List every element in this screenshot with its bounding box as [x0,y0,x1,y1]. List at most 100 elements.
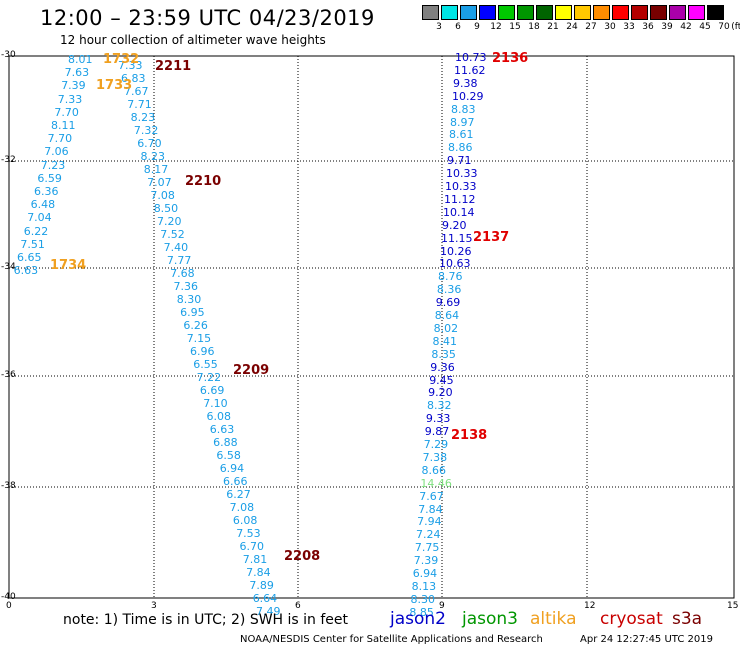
wave-height-value: 9.71 [447,154,472,168]
x-axis-label: 0 [6,601,12,611]
wave-height-value: 9.20 [428,386,453,400]
wave-height-value: 6.48 [30,198,56,212]
wave-height-value: 8.32 [427,399,452,413]
scale-label: 39 [661,22,673,32]
wave-height-value: 10.33 [446,167,478,181]
wave-height-value: 7.70 [47,132,73,146]
wave-height-value: 8.11 [51,119,76,132]
wave-height-value: 7.71 [127,98,152,111]
wave-height-value: 6.96 [190,345,215,358]
wave-height-value: 7.29 [423,438,449,451]
wave-height-value: 10.29 [452,89,484,103]
scale-label: 21 [547,22,559,32]
y-axis-label: -40 [1,592,16,602]
wave-height-value: 7.84 [418,502,443,516]
wave-height-value: 7.22 [196,371,222,384]
scale-swatch [460,5,477,20]
wave-height-value: 7.67 [124,85,149,98]
wave-height-value: 10.26 [440,244,472,258]
x-axis-label: 6 [295,601,301,611]
scale-swatch [688,5,705,20]
note-text: note: 1) Time is in UTC; 2) SWH is in fe… [63,612,349,628]
scale-swatch [422,5,439,20]
scale-swatch [555,5,572,20]
wave-height-value: 8.64 [434,309,460,322]
wave-height-value: 8.30 [176,293,202,306]
scale-label: 27 [585,22,597,32]
wave-height-value: 9.45 [429,373,454,387]
wave-height-value: 7.75 [414,541,440,555]
wave-height-value: 8.66 [421,463,447,477]
wave-height-value: 8.61 [449,128,474,142]
page-subtitle: 12 hour collection of altimeter wave hei… [60,33,326,47]
wave-height-value: 7.89 [249,579,274,592]
scale-label: 12 [490,22,502,32]
y-axis-label: -34 [1,262,16,272]
satellite-legend-cryosat: cryosat [600,609,663,629]
timestamp-text: Apr 24 12:27:45 UTC 2019 [580,634,713,645]
wave-height-value: 7.39 [413,554,439,568]
scale-label: 33 [623,22,635,32]
wave-height-value: 10.73 [455,51,487,64]
wave-height-value: 8.85 [409,605,434,619]
wave-height-value: 6.88 [213,436,238,449]
pass-label: 2209 [233,363,270,378]
scale-swatch [593,5,610,20]
wave-height-value: 9.69 [435,296,461,310]
wave-height-value: 8.23 [130,111,156,124]
wave-height-value: 6.64 [252,592,278,605]
wave-height-value: 6.59 [37,171,62,185]
wave-height-value: 7.32 [133,124,159,137]
x-axis-label: 3 [151,601,157,611]
wave-height-value: 6.65 [17,251,42,264]
wave-height-value: 8.83 [451,102,476,116]
scale-swatch [631,5,648,20]
wave-height-value: 7.39 [61,79,86,93]
scale-label: 45 [699,22,711,32]
scale-swatch [612,5,629,20]
wave-height-value: 6.69 [199,384,225,397]
wave-height-value: 8.76 [438,270,463,284]
wave-height-value: 11.12 [444,192,476,206]
wave-height-value: 8.30 [410,592,436,606]
wave-height-value: 6.55 [193,358,218,371]
wave-height-value: 6.08 [232,514,258,527]
wave-height-value: 7.24 [416,528,441,542]
wave-height-value: 10.14 [443,205,475,219]
wave-height-value: 6.70 [239,540,265,553]
wave-height-value: 7.68 [170,267,195,280]
wave-height-value: 7.07 [147,176,172,189]
scale-label: 24 [566,22,578,32]
wave-height-value: 6.94 [219,462,245,475]
scale-swatch [498,5,515,20]
scale-label: 3 [436,22,442,32]
wave-height-value: 8.01 [68,53,93,66]
pass-label: 2136 [492,51,529,66]
wave-height-value: 9.38 [453,76,478,90]
scale-label: 15 [509,22,521,32]
wave-height-value: 7.84 [246,566,271,579]
wave-height-value: 8.97 [450,115,475,129]
y-axis-label: -38 [1,481,16,491]
y-axis-label: -30 [1,50,16,60]
pass-label: 2211 [155,59,192,74]
wave-height-value: 7.36 [173,280,199,293]
scale-swatch [574,5,591,20]
satellite-legend-altika: altika [530,609,577,629]
wave-height-value: 9.20 [442,218,467,232]
wave-height-value: 8.35 [431,347,456,361]
satellite-legend-jason3: jason3 [462,609,518,629]
pass-label: 1733 [96,78,133,93]
wave-height-value: 6.58 [216,449,241,462]
wave-height-value: 8.13 [411,579,437,593]
wave-height-value: 7.08 [150,189,175,202]
wave-height-value: 6.08 [206,410,232,423]
x-axis-label: 12 [584,601,596,611]
map-frame [8,55,735,599]
pass-label: 1734 [50,258,87,273]
satellite-legend-jason2: jason2 [390,609,446,629]
satellite-legend-s3a: s3a [672,609,703,629]
pass-label: 1732 [103,52,140,67]
wave-height-value: 7.33 [118,59,143,72]
